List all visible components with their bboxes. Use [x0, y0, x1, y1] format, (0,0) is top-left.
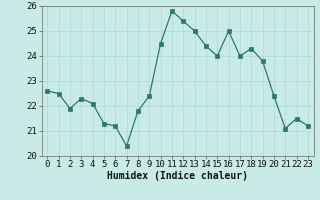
X-axis label: Humidex (Indice chaleur): Humidex (Indice chaleur) [107, 171, 248, 181]
